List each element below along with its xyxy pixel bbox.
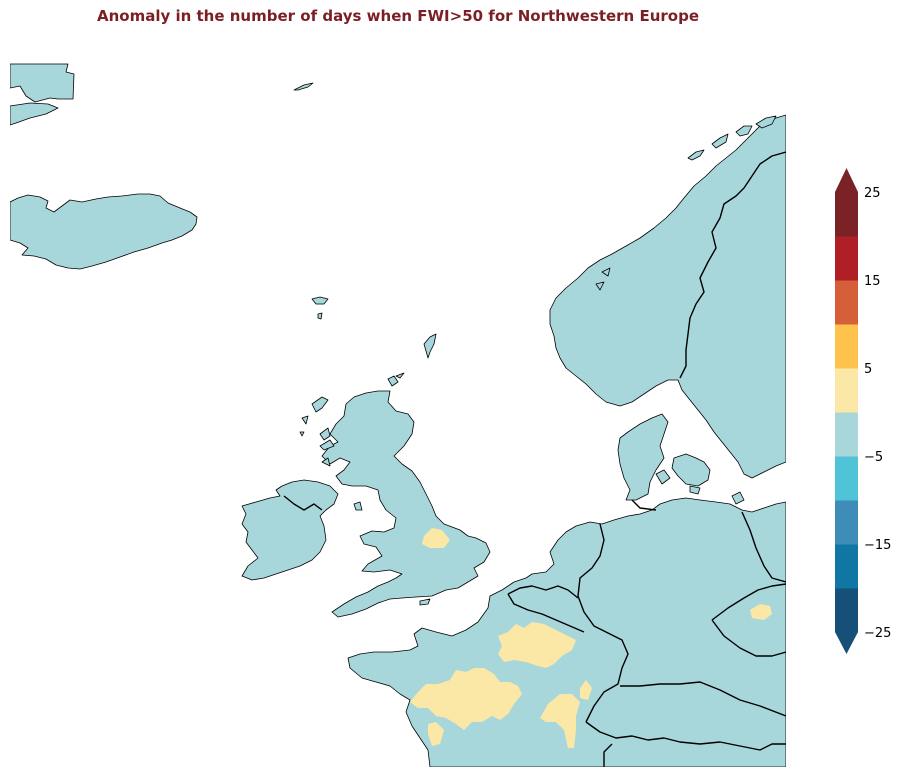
colorbar-bin-2 — [835, 500, 858, 545]
colorbar-tick-label: 5 — [864, 362, 872, 377]
austria-border — [620, 681, 786, 717]
colorbar-bin-9 — [835, 192, 858, 237]
colorbar-extend-max — [835, 168, 858, 192]
greenland-landmass — [10, 63, 75, 103]
germany-west-border — [577, 523, 629, 723]
colorbar-bin-4 — [835, 412, 858, 457]
map-canvas — [10, 63, 786, 767]
colorbar-bin-0 — [835, 588, 858, 633]
anomaly-region-czechia — [750, 604, 772, 620]
anomaly-region-england — [422, 528, 450, 548]
jan-mayen-island — [293, 82, 314, 91]
greenland-landmass-south — [10, 102, 59, 126]
anomaly-region-western-france — [410, 668, 522, 730]
switzerland-border — [585, 721, 665, 767]
ireland-landmass — [241, 479, 339, 581]
colorbar-tick-label: −25 — [864, 626, 891, 641]
italy-border — [663, 737, 786, 751]
colorbar-bin-8 — [835, 236, 858, 281]
colorbar-tick-label: −15 — [864, 538, 891, 553]
anomaly-region-central-france — [580, 680, 592, 700]
anomaly-region-paris-basin — [498, 622, 576, 668]
colorbar-bin-7 — [835, 280, 858, 325]
danish-islands — [655, 453, 711, 495]
colorbar-tick-label: −5 — [864, 450, 883, 465]
germany-denmark-border — [631, 499, 657, 511]
scandinavia-landmass — [549, 114, 786, 479]
map-title: Anomaly in the number of days when FWI>5… — [96, 7, 699, 25]
colorbar-bin-3 — [835, 456, 858, 501]
faroe-islands — [311, 296, 329, 320]
colorbar-ticks: 25 15 5 −5 −15 −25 — [864, 186, 891, 641]
colorbar-tick-label: 15 — [864, 274, 881, 289]
country-borders — [507, 151, 786, 767]
colorbar-tick-label: 25 — [864, 186, 881, 201]
northern-ireland-border — [283, 495, 323, 511]
colorbar-extend-min — [835, 632, 858, 654]
colorbar-bin-6 — [835, 324, 858, 369]
hebrides-islands — [299, 396, 335, 467]
colorbar-bin-5 — [835, 368, 858, 413]
norway-coastal-islands — [595, 115, 777, 291]
shetland-islands — [423, 333, 437, 359]
anomaly-region-loire — [540, 694, 580, 748]
norway-sweden-border — [679, 151, 786, 379]
anomaly-positive-regions — [410, 528, 772, 748]
anomaly-region-bay-of-biscay — [428, 722, 444, 746]
germany-poland-border — [741, 511, 786, 583]
bornholm — [731, 491, 745, 505]
czech-border — [711, 583, 786, 657]
orkney-islands — [387, 372, 405, 387]
iceland-landmass — [10, 193, 198, 270]
denmark-jutland — [617, 413, 669, 501]
colorbar-bins — [835, 168, 858, 654]
isle-of-wight — [419, 598, 431, 606]
colorbar-legend: 25 15 5 −5 −15 −25 — [835, 168, 891, 654]
belgium-netherlands-border — [507, 585, 579, 599]
france-belgium-border — [507, 593, 585, 633]
isle-of-man — [353, 501, 363, 511]
colorbar-bin-1 — [835, 544, 858, 589]
great-britain-landmass — [321, 390, 491, 618]
